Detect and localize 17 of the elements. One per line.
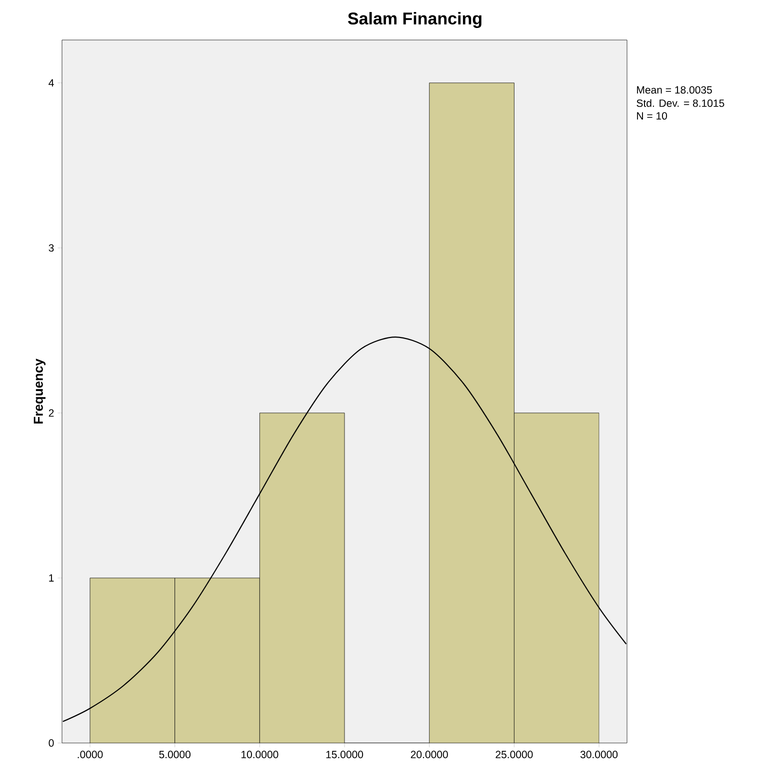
x-tick-label: 30.0000 bbox=[580, 750, 618, 758]
y-axis-title: Frequency bbox=[34, 358, 46, 424]
y-tick-label: 4 bbox=[48, 79, 54, 87]
x-tick-label: 25.0000 bbox=[496, 750, 533, 758]
y-tick-label: 2 bbox=[48, 409, 54, 417]
x-tick-label: 20.0000 bbox=[410, 750, 448, 758]
x-tick-label: .0000 bbox=[78, 750, 103, 758]
text: Std. Dev. = 8.1015 bbox=[636, 99, 724, 107]
x-tick-label: 5.0000 bbox=[159, 750, 190, 758]
text: N = 10 bbox=[637, 112, 668, 120]
chart-title: Salam Financing bbox=[348, 12, 482, 28]
y-tick-label: 1 bbox=[49, 574, 54, 582]
y-tick-label: 3 bbox=[48, 244, 54, 252]
x-tick-label: 15.0000 bbox=[326, 750, 364, 758]
x-tick-label: 10.0000 bbox=[241, 750, 278, 758]
text: Mean = 18.0035 bbox=[637, 86, 712, 94]
y-tick-label: 0 bbox=[48, 739, 54, 747]
